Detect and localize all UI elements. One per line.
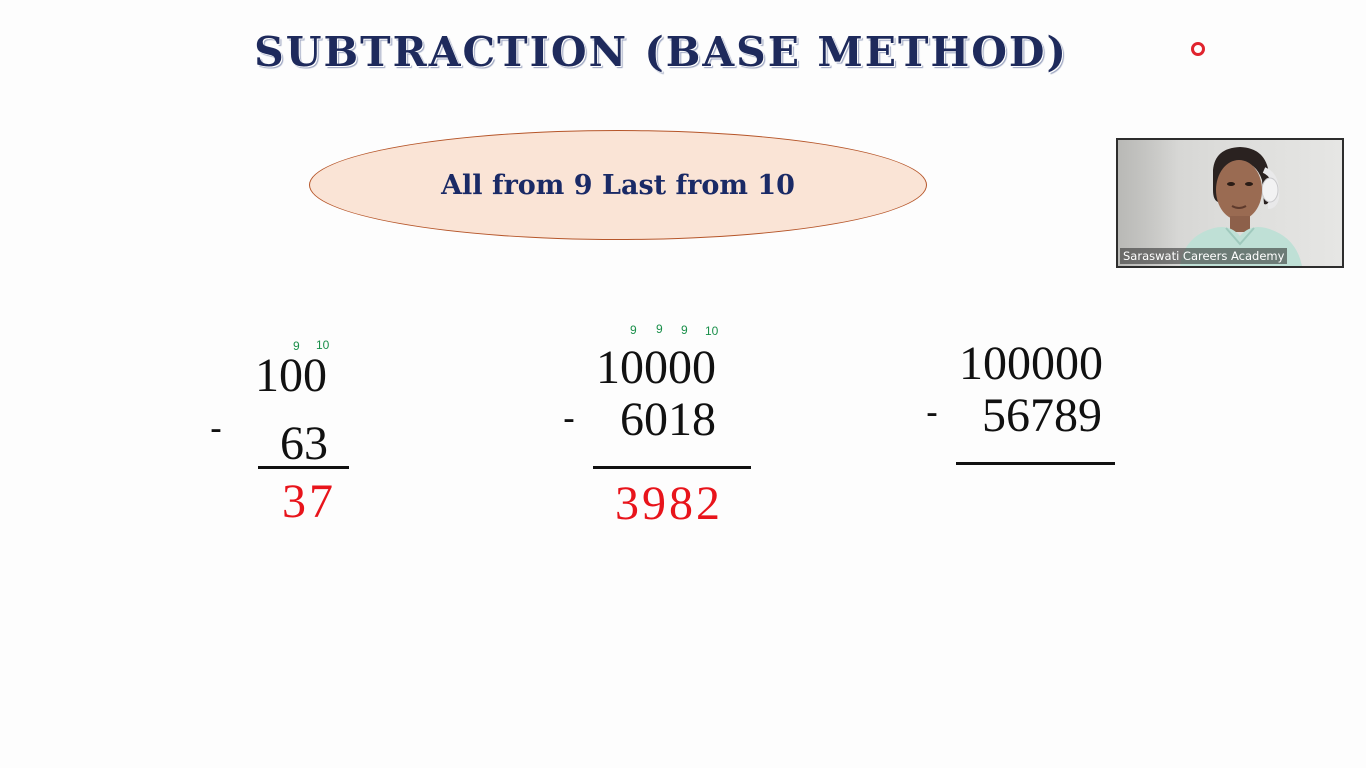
subtrahend: 56789: [982, 389, 1102, 442]
subtraction-line: [593, 466, 751, 469]
recording-indicator-icon: [1191, 42, 1205, 56]
carry-mark: 9: [293, 339, 300, 353]
carry-mark: 9: [656, 322, 663, 336]
subtrahend: 6018: [620, 393, 716, 446]
minus-sign: -: [563, 397, 575, 438]
carry-mark: 10: [316, 338, 330, 352]
slide-title: SUBTRACTION (BASE METHOD): [254, 28, 1068, 76]
carry-mark: 9: [681, 323, 688, 337]
minuend: 10000: [596, 341, 716, 394]
participant-video-tile[interactable]: Saraswati Careers Academy: [1116, 138, 1344, 268]
subtraction-line: [956, 462, 1115, 465]
video-background: [1118, 140, 1178, 266]
minuend: 100: [255, 349, 327, 402]
subtraction-line: [258, 466, 349, 469]
minus-sign: -: [926, 391, 938, 432]
rule-text: All from 9 Last from 10: [441, 169, 795, 201]
answer: 3982: [615, 477, 723, 530]
subtrahend: 63: [280, 417, 328, 470]
carry-mark: 10: [705, 324, 719, 338]
answer: 37: [282, 475, 336, 528]
participant-name-label: Saraswati Careers Academy: [1120, 248, 1288, 264]
minus-sign: -: [210, 407, 222, 448]
rule-callout: All from 9 Last from 10: [309, 130, 927, 240]
carry-mark: 9: [630, 323, 637, 337]
minuend: 100000: [959, 337, 1103, 390]
